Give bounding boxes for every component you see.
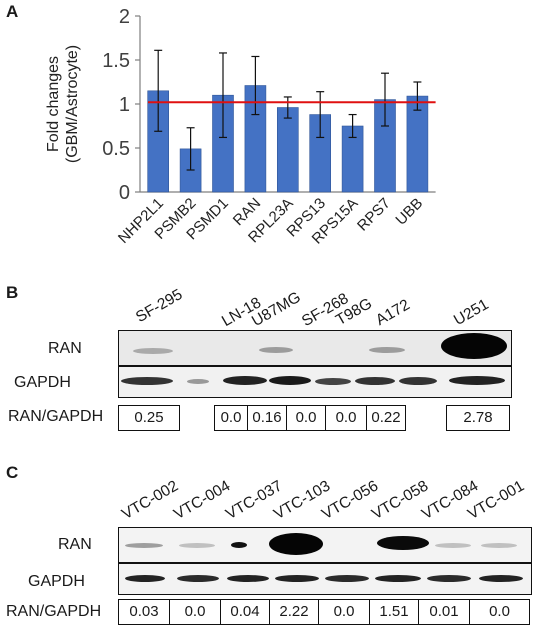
lane-label-sf-295: SF-295: [133, 285, 186, 327]
y-tick-label: 0.5: [102, 138, 130, 160]
ratio-cell: 0.0: [286, 405, 326, 431]
row-label-ran-gapdh: RAN/GAPDH: [8, 408, 104, 425]
y-tick-label: 1: [119, 94, 130, 116]
ratio-cell: 1.51: [369, 599, 419, 625]
band: [399, 377, 437, 385]
lane-label-vtc-002: VTC-002: [119, 477, 182, 524]
row-label-gapdh: GAPDH: [14, 374, 71, 391]
x-tick-label: UBB: [392, 195, 426, 229]
band: [481, 543, 517, 548]
ran-blot-strip: [118, 330, 512, 366]
ratio-cell: 0.0: [318, 599, 370, 625]
band: [375, 575, 421, 582]
band: [177, 575, 219, 582]
band: [369, 347, 405, 353]
bar: [276, 107, 299, 193]
band: [227, 575, 269, 582]
band: [441, 333, 507, 359]
y-axis-label: Fold changes (GBM/Astrocyte): [45, 45, 81, 163]
row-label-ran-gapdh-c: RAN/GAPDH: [6, 603, 102, 620]
lane-label-vtc-058: VTC-058: [369, 477, 432, 524]
y-tick-label: 0: [119, 182, 130, 204]
ratio-cell: 2.78: [446, 405, 510, 431]
band: [223, 376, 267, 385]
band: [179, 543, 215, 548]
panel-label-b: B: [6, 283, 19, 302]
ratio-cell: 0.0: [169, 599, 221, 625]
y-tick-label: 2: [119, 6, 130, 28]
ratio-cell: 0.0: [325, 405, 367, 431]
panel-label-a: A: [6, 2, 19, 21]
ran-blot-strip-c: [118, 527, 532, 563]
band: [435, 543, 471, 548]
row-label-gapdh-c: GAPDH: [28, 573, 85, 590]
gapdh-blot-strip-b: [118, 366, 512, 398]
ratio-cell: 0.0: [469, 599, 530, 625]
row-label-ran-c: RAN: [58, 536, 92, 553]
lane-label-u251: U251: [451, 295, 492, 330]
lane-label-u87mg: U87MG: [249, 288, 304, 331]
band: [325, 575, 369, 582]
ratio-cell: 0.0: [214, 405, 248, 431]
band: [269, 376, 311, 385]
ratio-cell: 0.16: [247, 405, 287, 431]
band: [479, 575, 523, 582]
band: [315, 378, 351, 385]
ratio-cell: 0.01: [418, 599, 470, 625]
band: [125, 543, 163, 548]
ratio-cell: 0.22: [366, 405, 406, 431]
band: [377, 536, 429, 550]
lane-label-a172: A172: [373, 296, 413, 330]
ratio-cell: 2.22: [269, 599, 319, 625]
band: [133, 348, 173, 354]
band: [275, 575, 319, 582]
band: [269, 533, 323, 555]
band: [187, 379, 209, 384]
band: [355, 377, 395, 385]
band: [259, 347, 293, 353]
ratio-cell: 0.25: [118, 405, 180, 431]
ratio-cell: 0.03: [118, 599, 170, 625]
x-tick-label: RPS7: [354, 195, 394, 235]
ratio-cell: 0.04: [220, 599, 270, 625]
band: [427, 575, 471, 582]
band: [449, 376, 505, 385]
band: [121, 377, 173, 385]
band: [125, 575, 165, 582]
row-label-ran: RAN: [48, 340, 82, 357]
band: [231, 542, 247, 548]
panel-label-c: C: [6, 463, 19, 482]
gapdh-blot-strip-c: [118, 563, 532, 595]
y-tick-label: 1.5: [102, 50, 130, 72]
lane-label-vtc-004: VTC-004: [171, 477, 234, 524]
